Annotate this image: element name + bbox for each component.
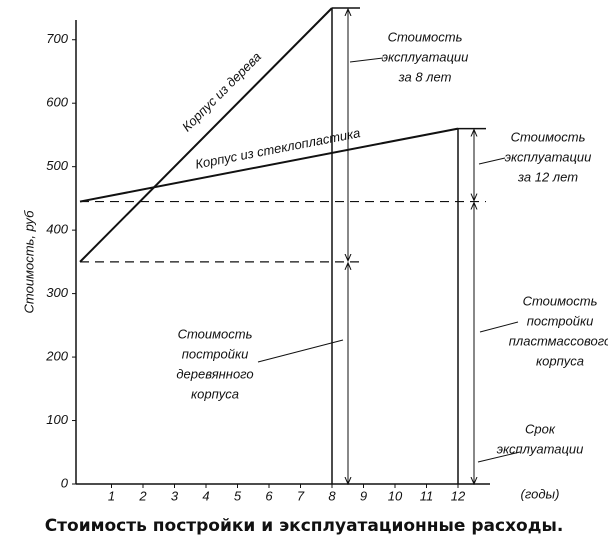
annotation: Стоимость [511, 129, 586, 144]
annotation: Срок [525, 421, 556, 436]
x-tick-label: 5 [234, 488, 242, 503]
annotation: (годы) [521, 486, 560, 501]
annotation: корпуса [536, 353, 584, 368]
annotation: за 12 лет [517, 169, 578, 184]
annotation: за 8 лет [398, 69, 452, 84]
x-tick-label: 9 [360, 488, 367, 503]
annotation: эксплуатации [382, 49, 469, 64]
leader-line [349, 57, 384, 63]
y-axis-label: Стоимость, руб [21, 210, 36, 314]
x-tick-label: 4 [202, 488, 209, 503]
series-label: Корпус из дерева [179, 49, 264, 134]
x-tick-label: 10 [388, 488, 403, 503]
y-tick-label: 0 [61, 475, 69, 490]
series-label: Корпус из стеклопластика [194, 125, 361, 172]
annotation: постройки [527, 313, 594, 328]
caption: Стоимость постройки и эксплуатационные р… [45, 516, 564, 536]
series-line [79, 127, 459, 203]
x-tick-label: 1 [108, 488, 115, 503]
annotation: эксплуатации [505, 149, 592, 164]
x-tick-label: 11 [420, 488, 434, 503]
y-tick-label: 500 [46, 158, 68, 173]
annotation: Стоимость [178, 326, 253, 341]
x-tick-label: 6 [265, 488, 273, 503]
x-tick-label: 8 [328, 488, 336, 503]
series-line [79, 7, 333, 263]
y-tick-label: 400 [46, 222, 68, 237]
x-tick-label: 7 [297, 488, 305, 503]
annotation: Стоимость [523, 293, 598, 308]
x-tick-label: 2 [138, 488, 147, 503]
annotation: Стоимость [388, 29, 463, 44]
leader-line [477, 451, 521, 463]
annotation: корпуса [191, 386, 239, 401]
annotation: деревянного [176, 366, 253, 381]
y-tick-label: 200 [45, 349, 68, 364]
leader-line [479, 321, 519, 333]
x-tick-label: 3 [171, 488, 179, 503]
y-tick-label: 600 [46, 95, 68, 110]
x-tick-label: 12 [451, 488, 466, 503]
y-tick-label: 700 [46, 31, 68, 46]
y-tick-label: 300 [46, 285, 68, 300]
annotation: пластмассового [509, 333, 608, 348]
leader-line [257, 339, 344, 363]
leader-line [478, 157, 506, 165]
annotation: постройки [182, 346, 249, 361]
y-tick-label: 100 [46, 412, 68, 427]
